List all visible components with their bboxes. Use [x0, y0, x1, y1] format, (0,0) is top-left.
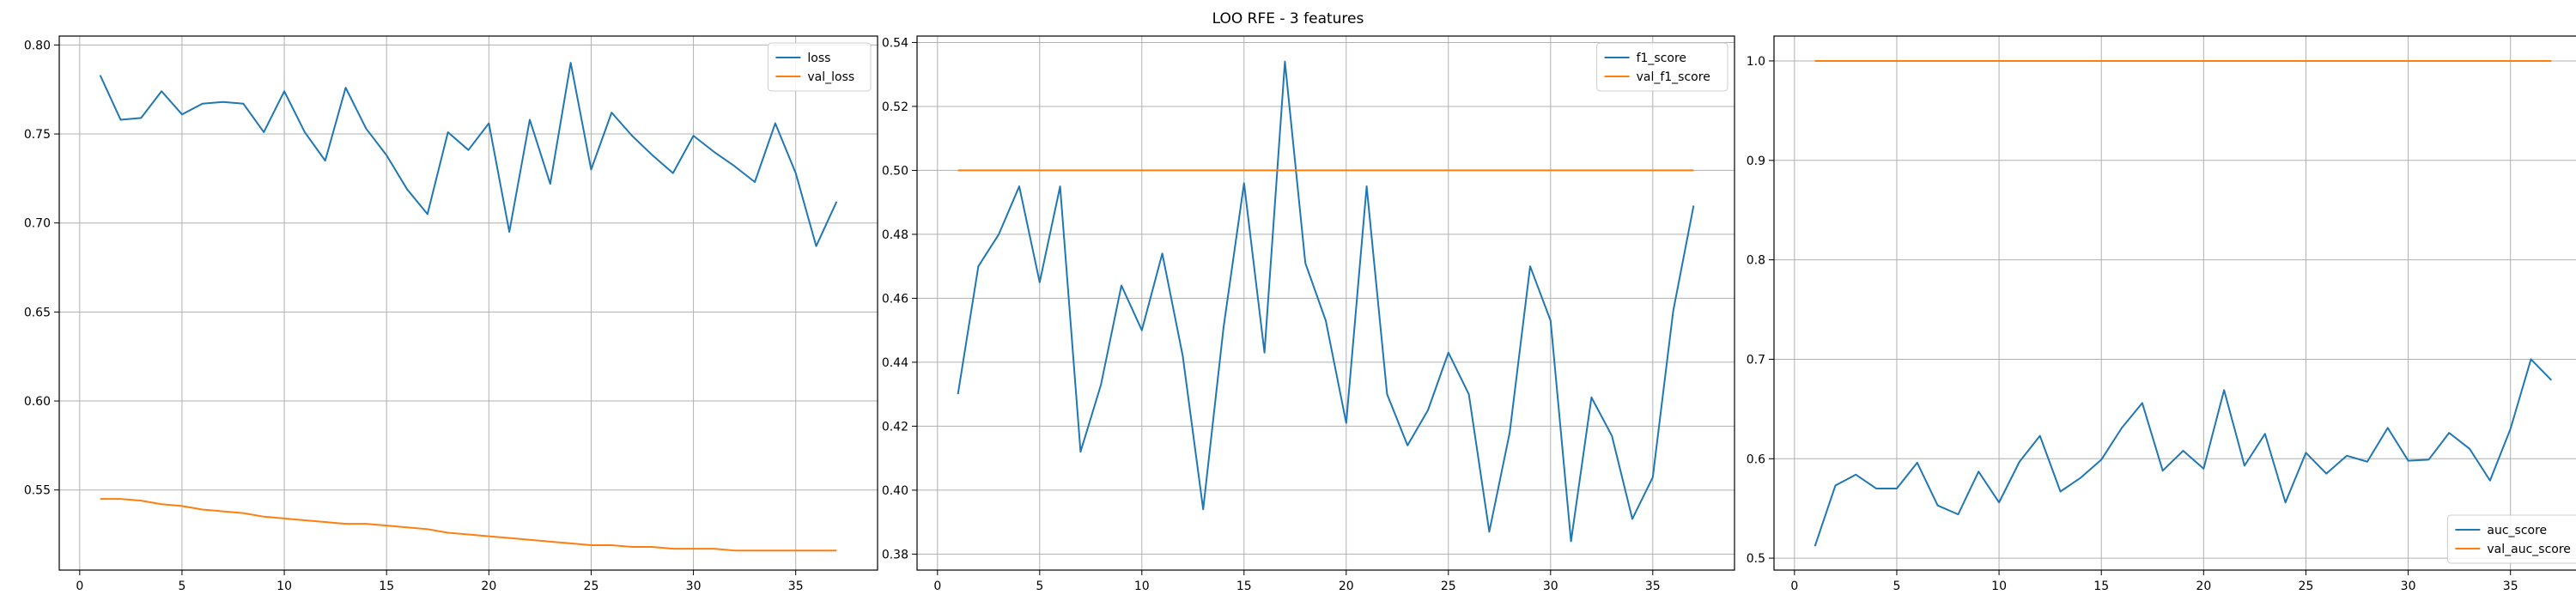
y-tick-label: 0.6 [1747, 452, 1765, 466]
x-tick-label: 35 [1645, 580, 1661, 593]
y-tick-label: 0.80 [24, 39, 51, 52]
series-line-loss [99, 62, 838, 247]
y-tick-label: 0.54 [882, 36, 908, 50]
x-tick-label: 35 [788, 580, 804, 593]
y-tick-label: 0.65 [24, 306, 51, 319]
x-tick-label: 5 [1893, 580, 1900, 593]
y-tick-label: 0.44 [882, 356, 908, 370]
grid [59, 36, 878, 570]
x-tick-label: 35 [2503, 580, 2518, 593]
axes-frame [1773, 35, 2576, 571]
x-tick-label: 25 [584, 580, 599, 593]
x-tick-label: 15 [2093, 580, 2109, 593]
y-tick-label: 0.9 [1747, 155, 1765, 168]
x-tick-label: 20 [481, 580, 496, 593]
x-tick-label: 25 [2299, 580, 2314, 593]
x-tick-label: 10 [276, 580, 292, 593]
legend-label-loss: loss [807, 52, 830, 65]
legend: auc_score val_auc_score [2446, 514, 2576, 564]
subplot-3: 0 5 10 15 20 25 30 35 0.5 0.6 0.7 0.8 0.9 1.0 auc_scor… [1747, 35, 2576, 593]
legend-label-val-loss: val_loss [807, 70, 854, 84]
y-tick-label: 0.48 [882, 228, 908, 242]
legend: f1_score val_f1_score [1596, 42, 1728, 92]
x-tick-label: 10 [1991, 580, 2007, 593]
y-tick-label: 0.60 [24, 395, 51, 409]
subplot-2: 0 5 10 15 20 25 30 35 0.38 0.40 0.42 0.44 0.46 0.48 0.… [882, 35, 1735, 593]
x-tick-label: 15 [1236, 580, 1252, 593]
y-tick-label: 0.38 [882, 548, 908, 562]
axes-frame [916, 35, 1735, 571]
y-tick-label: 1.0 [1747, 55, 1765, 69]
series-line-f1-score [957, 60, 1695, 543]
x-tick-label: 30 [1543, 580, 1558, 593]
series-line-val-loss [100, 498, 837, 552]
y-tick-label: 0.50 [882, 164, 908, 178]
y-tick-label: 0.5 [1747, 552, 1765, 566]
y-tick-label: 0.55 [24, 484, 51, 498]
y-tick-label: 0.52 [882, 100, 908, 114]
x-tick-label: 5 [178, 580, 185, 593]
x-tick-label: 0 [933, 580, 941, 593]
legend-frame [1596, 42, 1728, 92]
legend-label-auc-score: auc_score [2487, 524, 2547, 537]
x-tick-label: 25 [1441, 580, 1456, 593]
x-tick-label: 30 [2401, 580, 2416, 593]
figure-suptitle: LOO RFE - 3 features [1212, 10, 1364, 27]
subplots: 0 5 10 15 20 25 30 350.550.600.650.700.750.80lo… [24, 35, 2576, 593]
grid [917, 36, 1735, 570]
y-tick-label: 0.70 [24, 217, 51, 231]
subplot-1: 0 5 10 15 20 25 30 35 0.55 0.60 0.65 0.70 0.75 0.80 lo… [24, 35, 878, 593]
y-tick-label: 0.40 [882, 484, 908, 498]
grid [1774, 36, 2576, 570]
legend-label-f1-score: f1_score [1637, 52, 1686, 65]
y-tick-label: 0.46 [882, 292, 908, 306]
y-tick-label: 0.7 [1747, 353, 1765, 367]
y-tick-label: 0.75 [24, 128, 51, 142]
x-tick-label: 20 [2196, 580, 2211, 593]
y-tick-label: 0.42 [882, 420, 908, 434]
legend-label-val-f1-score: val_f1_score [1637, 70, 1710, 84]
x-tick-label: 30 [686, 580, 702, 593]
legend-label-val-auc-score: val_auc_score [2487, 543, 2571, 556]
y-tick-label: 0.8 [1747, 254, 1765, 268]
series-line-auc-score [1814, 358, 2553, 547]
legend-frame [767, 42, 872, 92]
x-tick-label: 15 [379, 580, 394, 593]
x-tick-label: 20 [1339, 580, 1354, 593]
x-tick-label: 10 [1134, 580, 1150, 593]
x-tick-label: 5 [1036, 580, 1043, 593]
legend-frame [2446, 514, 2576, 564]
legend: loss val_loss [767, 42, 872, 92]
axes-frame [58, 35, 878, 571]
x-tick-label: 0 [1790, 580, 1798, 593]
x-tick-label: 0 [76, 580, 83, 593]
